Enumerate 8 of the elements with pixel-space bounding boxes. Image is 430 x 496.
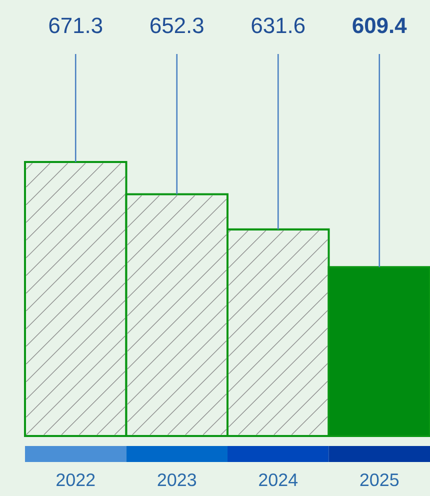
data-label: 609.4	[352, 18, 407, 34]
x-tick-label: 2025	[360, 473, 399, 486]
x-tick-label: 2022	[56, 473, 95, 486]
data-label: 652.3	[150, 18, 204, 34]
x-tick-label: 2023	[158, 473, 196, 486]
data-label: 671.3	[49, 18, 102, 34]
data-label: 631.6	[252, 18, 305, 34]
x-tick-label: 2024	[259, 473, 298, 486]
